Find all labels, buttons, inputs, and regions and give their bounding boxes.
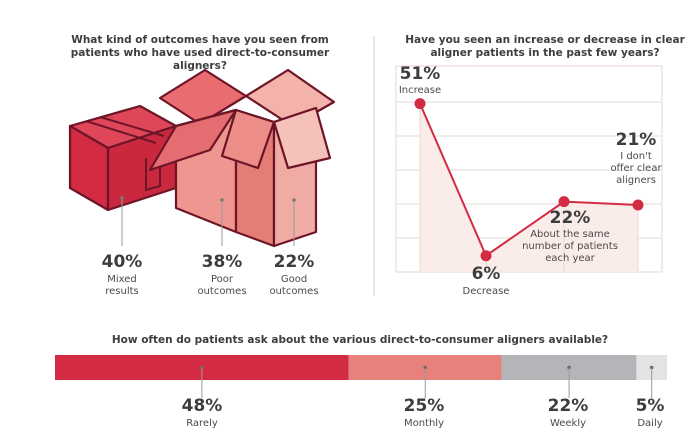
monthly-label: Monthly <box>403 418 445 429</box>
good-outcomes-label: Good outcomes <box>269 274 319 297</box>
weekly-value: 22% <box>547 396 589 416</box>
monthly-value: 25% <box>403 396 445 416</box>
no-aligners-label: I don't offer clear aligners <box>610 151 662 186</box>
line-chart-point-2 <box>480 250 492 262</box>
trend-line-chart <box>395 65 663 273</box>
same-value: 22% <box>549 208 591 228</box>
frequency-stacked-bar <box>55 355 667 398</box>
poor-outcomes-label: Poor outcomes <box>197 274 247 297</box>
same-label: About the same number of patients each y… <box>522 229 618 264</box>
mixed-results-label: Mixed results <box>105 274 139 297</box>
no-aligners-value: 21% <box>615 130 657 150</box>
decrease-label: Decrease <box>462 286 510 297</box>
good-outcomes-value: 22% <box>273 252 315 272</box>
line-chart-series <box>419 103 639 258</box>
decrease-value: 6% <box>471 264 501 284</box>
line-chart-point-3 <box>558 196 570 208</box>
increase-value: 51% <box>399 64 441 84</box>
line-chart-point-4 <box>632 199 644 211</box>
box-good-outcomes <box>244 68 336 248</box>
mixed-results-value: 40% <box>101 252 143 272</box>
weekly-label: Weekly <box>549 418 587 429</box>
increase-label: Increase <box>398 85 442 96</box>
rarely-label: Rarely <box>186 418 218 429</box>
line-chart-point-1 <box>414 98 426 110</box>
daily-label: Daily <box>637 418 663 429</box>
rarely-value: 48% <box>181 396 223 416</box>
frequency-question: How often do patients ask about the vari… <box>111 334 609 346</box>
outcomes-question: What kind of outcomes have you seen from… <box>70 34 330 72</box>
daily-value: 5% <box>635 396 665 416</box>
poor-outcomes-value: 38% <box>201 252 243 272</box>
box-leader-lines <box>121 198 295 246</box>
trend-question: Have you seen an increase or decrease in… <box>405 34 685 59</box>
